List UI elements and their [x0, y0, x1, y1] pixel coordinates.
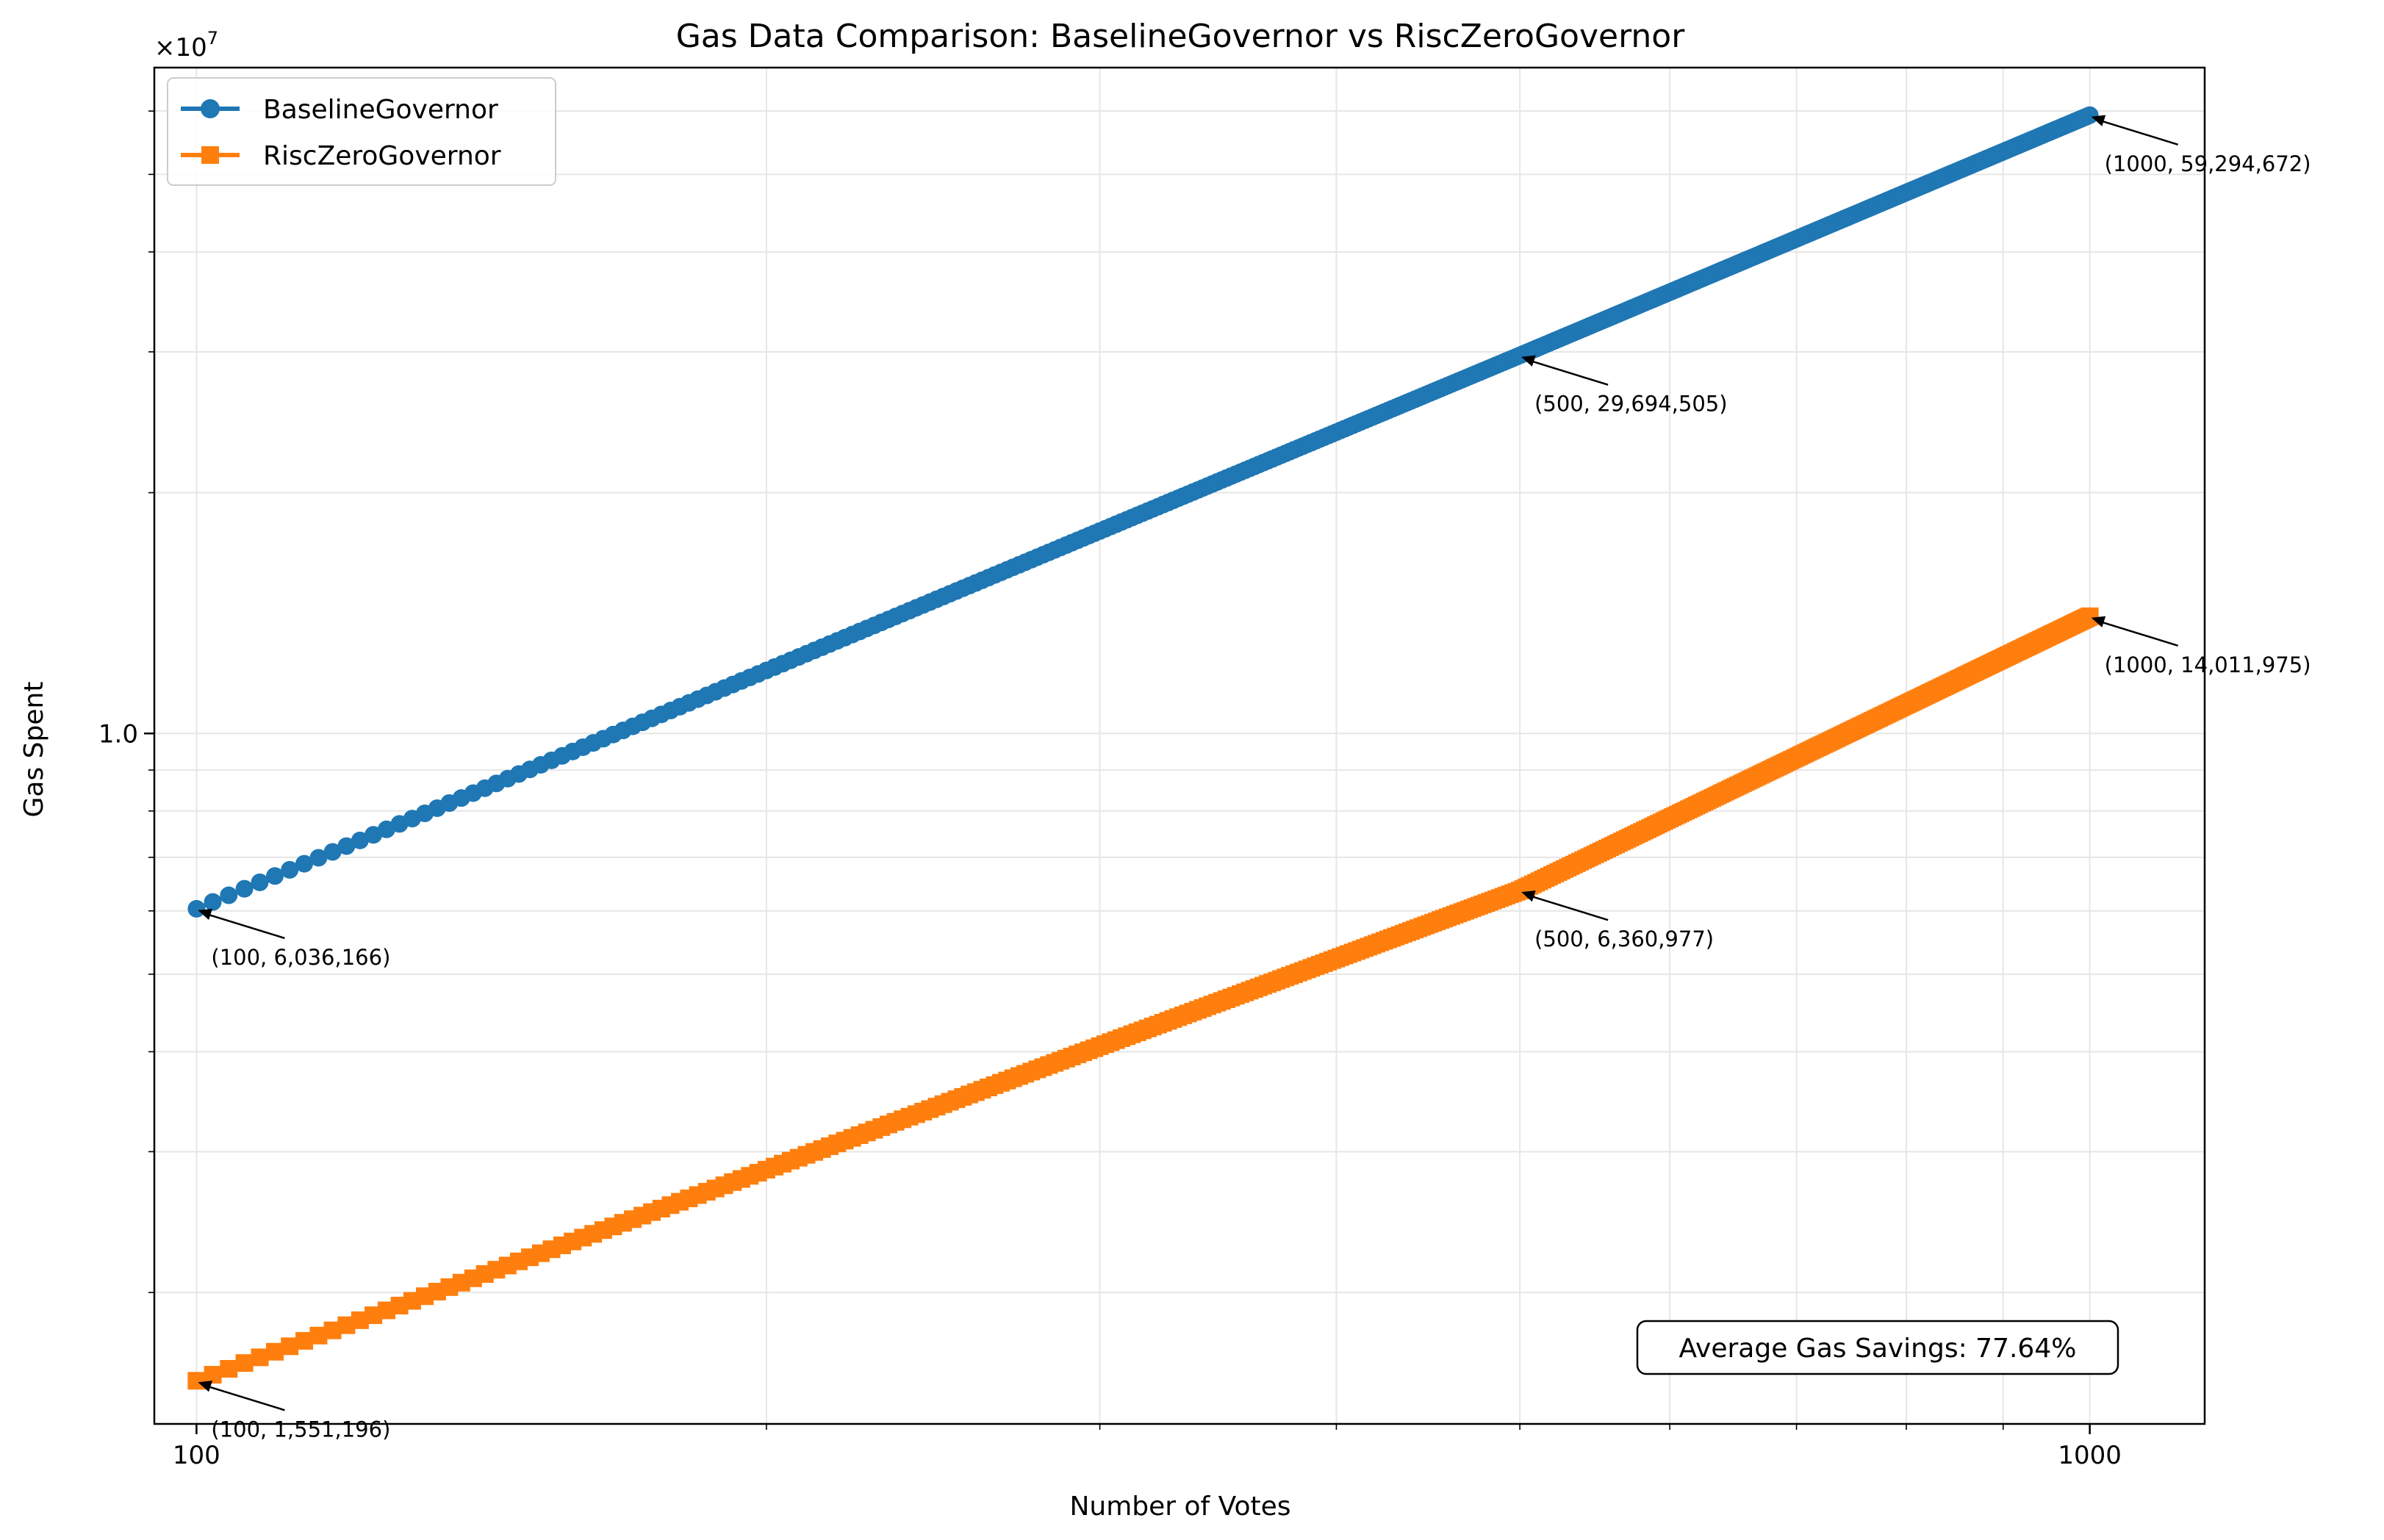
- annotation-label: (100, 1,551,196): [211, 1417, 390, 1442]
- data-point: [2080, 106, 2099, 124]
- x-tick-label: 1000: [2058, 1441, 2122, 1470]
- data-point: [204, 1366, 222, 1384]
- legend-label-baseline: BaselineGovernor: [263, 95, 498, 125]
- x-axis-label: Number of Votes: [1069, 1492, 1290, 1522]
- annotation-label: (1000, 14,011,975): [2105, 652, 2311, 677]
- annotation-arrowhead: [1521, 890, 1536, 902]
- chart-title: Gas Data Comparison: BaselineGovernor vs…: [676, 18, 1686, 55]
- data-point: [220, 1360, 238, 1378]
- annotation-arrowhead: [2091, 115, 2106, 126]
- data-point: [309, 849, 328, 867]
- annotations: (100, 6,036,166) (500, 29,694,505) (1000, …: [198, 115, 2311, 1442]
- data-point: [187, 899, 206, 918]
- y-offset-label: ×107: [154, 28, 218, 62]
- data-point: [266, 1342, 284, 1361]
- annotation-label: (1000, 59,294,672): [2105, 151, 2311, 176]
- annotation-label: (500, 6,360,977): [1534, 926, 1714, 951]
- summary-box-text: Average Gas Savings: 77.64%: [1679, 1334, 2077, 1364]
- x-tick-label: 100: [173, 1441, 220, 1470]
- annotation-arrow: [2097, 619, 2178, 647]
- y-axis-label: Gas Spent: [19, 682, 49, 818]
- data-point: [351, 831, 369, 849]
- annotation-arrow: [1526, 359, 1609, 386]
- series-layer: [187, 106, 2099, 1390]
- series-BaselineGovernor: [187, 106, 2099, 918]
- data-point: [235, 879, 254, 898]
- annotation-label: (500, 29,694,505): [1534, 392, 1727, 417]
- data-point: [235, 1354, 254, 1372]
- annotation-arrow: [2097, 118, 2178, 145]
- data-point: [295, 854, 313, 873]
- summary-box-frame: [1636, 1320, 2119, 1375]
- data-point: [281, 860, 299, 879]
- annotation-arrow: [204, 912, 285, 940]
- axes-frame: [153, 66, 2206, 1425]
- series-RiscZeroGovernor: [187, 607, 2099, 1390]
- data-point: [2080, 607, 2099, 625]
- data-point: [251, 873, 269, 891]
- annotation-arrow: [1526, 893, 1609, 921]
- data-point: [337, 837, 356, 855]
- data-point: [266, 867, 284, 885]
- ticks: 100 1000 1.0: [98, 110, 2122, 1470]
- legend: BaselineGovernor RiscZeroGovernor: [167, 77, 556, 186]
- data-point: [220, 886, 238, 904]
- annotation-arrowhead: [198, 908, 212, 921]
- summary-box: Average Gas Savings: 77.64%: [1636, 1320, 2119, 1375]
- legend-marker-risczero: [201, 146, 219, 164]
- y-offset-exponent: 7: [207, 28, 218, 48]
- legend-box: [167, 77, 556, 186]
- data-point: [187, 1372, 206, 1390]
- data-point: [323, 843, 342, 861]
- legend-label-risczero: RiscZeroGovernor: [263, 141, 501, 171]
- legend-marker-baseline: [201, 99, 220, 118]
- data-point: [204, 893, 222, 911]
- annotation-arrowhead: [2091, 616, 2106, 627]
- annotation-label: (100, 6,036,166): [211, 945, 390, 970]
- data-point: [251, 1348, 269, 1367]
- annotation-arrowhead: [198, 1381, 212, 1392]
- annotation-arrow: [204, 1384, 285, 1411]
- y-tick-label: 1.0: [98, 719, 138, 749]
- annotation-arrowhead: [1521, 355, 1536, 367]
- y-offset-base: ×10: [154, 33, 207, 62]
